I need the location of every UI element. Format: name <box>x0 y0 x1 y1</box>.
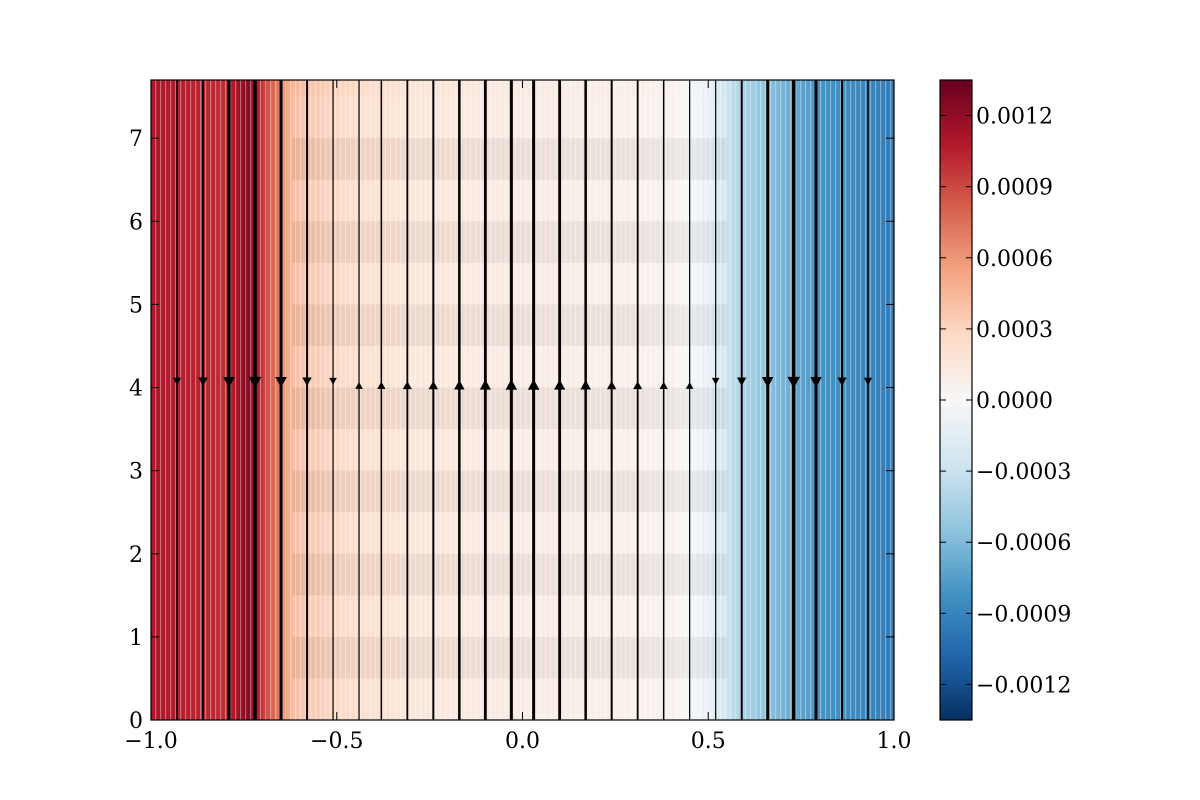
x-tick-label: −1.0 <box>124 729 177 754</box>
streamline-arrow <box>402 381 412 390</box>
x-tick-label: 0.0 <box>505 729 540 754</box>
colorbar-tick-label: 0.0012 <box>976 105 1053 130</box>
streamline-arrow <box>505 379 518 390</box>
streamline-arrow <box>761 377 774 388</box>
y-tick-label: 5 <box>129 293 143 318</box>
streamline-arrow <box>659 381 668 390</box>
streamline-arrow <box>329 377 337 385</box>
streamline-arrow <box>377 381 386 390</box>
colorbar-tick-label: 0.0000 <box>976 389 1053 414</box>
colorbar: 0.0012 0.0009 0.0006 0.0003 0.0000 −0.0003 −0.… <box>939 79 1071 721</box>
streamline-arrow <box>580 380 591 390</box>
colorbar-tick-label: −0.0003 <box>976 460 1071 485</box>
streamline-arrow <box>863 377 873 386</box>
streamline-arrow <box>736 377 747 386</box>
streamline-arrow <box>198 377 208 386</box>
streamline-arrow <box>275 377 287 388</box>
stripe-overlay <box>151 80 894 720</box>
streamline-arrow <box>428 380 439 390</box>
streamline-arrow <box>633 381 643 390</box>
plot-area <box>150 79 895 721</box>
y-tick-label: 6 <box>129 210 143 235</box>
y-tick-label: 1 <box>129 626 143 651</box>
colorbar-ticks: 0.0012 0.0009 0.0006 0.0003 0.0000 −0.0003 −0.… <box>940 105 1071 698</box>
y-axis: 0 1 2 3 4 5 6 7 <box>129 127 894 734</box>
y-tick-label: 2 <box>129 543 143 568</box>
x-tick-label: −0.5 <box>310 729 363 754</box>
streamline-arrow <box>302 377 312 386</box>
streamlines <box>172 80 873 720</box>
colorbar-tick-label: −0.0012 <box>976 673 1071 698</box>
streamline-arrow <box>527 379 540 390</box>
y-tick-label: 7 <box>129 127 143 152</box>
streamline-arrow <box>172 377 182 386</box>
x-axis: −1.0 −0.5 0.0 0.5 1.0 <box>124 80 912 754</box>
streamline-arrow <box>787 376 801 389</box>
streamline-arrow <box>248 376 262 389</box>
streamline-arrow <box>223 377 235 388</box>
colorbar-tick-label: 0.0003 <box>976 318 1053 343</box>
x-tick-label: 1.0 <box>877 729 912 754</box>
streamline-arrow <box>711 377 720 385</box>
streamline-arrow <box>837 377 847 386</box>
y-tick-label: 3 <box>129 460 143 485</box>
colorbar-tick-label: −0.0006 <box>976 531 1071 556</box>
colorbar-tick-label: −0.0009 <box>976 602 1071 627</box>
y-tick-label: 4 <box>129 377 143 402</box>
colorbar-tick-label: 0.0006 <box>976 247 1053 272</box>
x-tick-label: 0.5 <box>691 729 726 754</box>
streamline-arrow <box>685 382 694 389</box>
streamline-arrow <box>479 379 491 390</box>
streamline-arrow <box>454 380 465 390</box>
colorbar-tick-label: 0.0009 <box>976 176 1053 201</box>
y-tick-label: 0 <box>129 709 143 734</box>
streamline-arrow <box>606 380 617 390</box>
streamline-arrow <box>355 382 363 389</box>
streamline-arrow <box>810 377 822 388</box>
streamline-arrow <box>554 379 566 390</box>
